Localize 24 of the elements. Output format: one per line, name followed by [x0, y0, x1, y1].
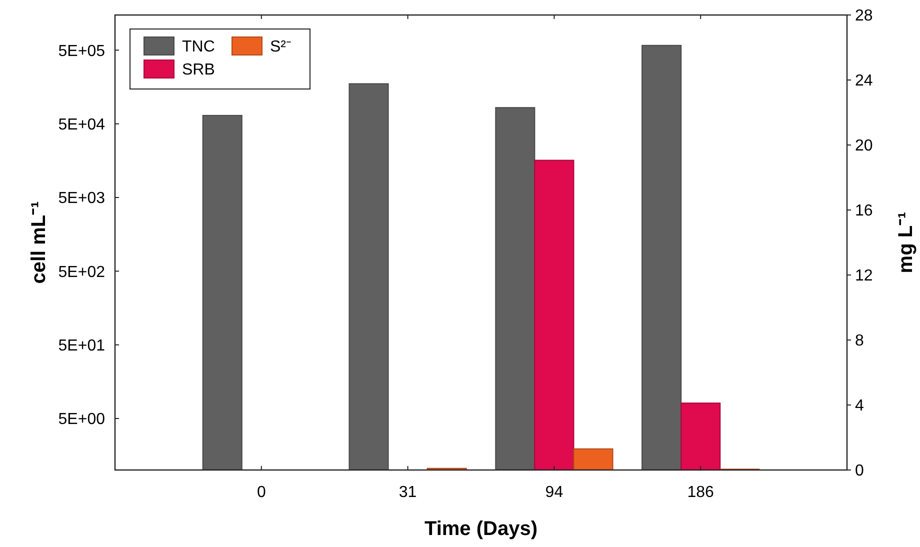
legend-label: SRB: [182, 62, 215, 79]
y-tick-label: 5E+01: [58, 337, 106, 354]
y-tick-label: 5E+00: [58, 411, 106, 428]
y-tick-label: 5E+02: [58, 264, 106, 281]
y2-tick-label: 0: [855, 462, 864, 480]
y-tick-label: 5E+05: [58, 42, 106, 60]
x-axis-title: Time (Days): [424, 518, 538, 540]
y2-axis-title: mg L⁻¹: [895, 211, 917, 274]
y-axis-title: cell mL⁻¹: [28, 200, 50, 284]
legend-label: TNC: [182, 38, 215, 56]
y-tick-label: 5E+04: [58, 116, 106, 134]
y2-tick-label: 28: [855, 8, 873, 25]
y2-tick-label: 8: [855, 332, 864, 350]
y2-tick-label: 4: [855, 398, 864, 415]
x-tick-label: 94: [545, 484, 564, 501]
y-tick-label: 5E+03: [58, 190, 106, 208]
x-tick-label: 31: [398, 484, 417, 501]
legend-label: S²⁻: [270, 38, 291, 56]
x-tick-label: 186: [687, 484, 714, 501]
y2-tick-label: 20: [855, 138, 873, 155]
y2-tick-label: 16: [855, 202, 873, 220]
x-tick-label: 0: [256, 484, 266, 501]
y2-tick-label: 24: [855, 72, 873, 90]
y2-tick-label: 12: [855, 268, 873, 285]
